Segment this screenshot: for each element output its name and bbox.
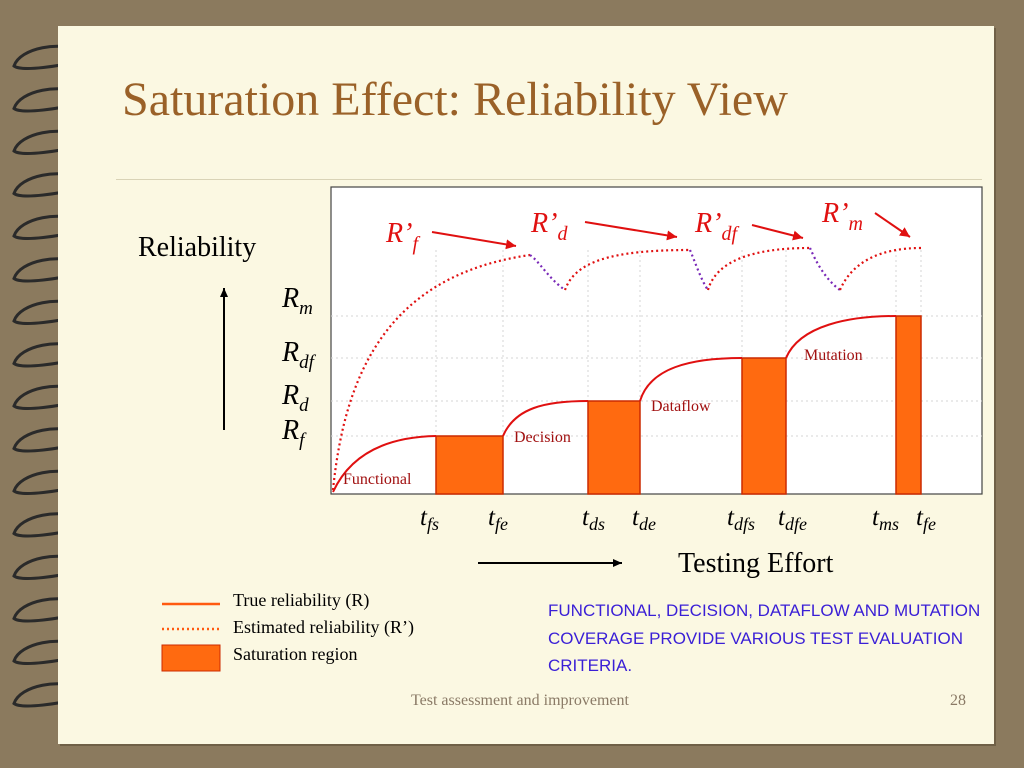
region-label-dataflow: Dataflow	[651, 398, 711, 415]
time-label: tms	[872, 504, 899, 534]
time-label: tfe	[488, 504, 508, 534]
time-label: tdfs	[727, 504, 755, 534]
estimate-arrow-m	[874, 212, 911, 238]
estimate-label-m: R’m	[821, 198, 863, 235]
estimate-arrow-df	[751, 224, 804, 241]
title-divider	[116, 179, 982, 180]
estimated-reliability-dip-2	[688, 249, 709, 291]
x-axis-label: Testing Effort	[678, 548, 834, 579]
page-number: 28	[950, 692, 966, 709]
estimate-label-f: R’f	[385, 218, 420, 255]
y-axis-label: Reliability	[138, 232, 257, 263]
saturation-region-functional	[435, 435, 504, 495]
estimated-reliability-dip-3	[808, 247, 841, 291]
estimated-reliability-decision	[563, 248, 691, 291]
level-label-rd: Rd	[281, 380, 309, 416]
true-reliability-mutation	[785, 315, 897, 359]
time-label: tds	[582, 504, 605, 534]
region-label-mutation: Mutation	[804, 347, 863, 364]
level-label-rf: Rf	[281, 415, 307, 451]
slide-title: Saturation Effect: Reliability View	[122, 73, 788, 126]
estimate-label-d: R’d	[530, 208, 568, 245]
saturation-region-dataflow	[741, 357, 787, 495]
legend-label-saturation: Saturation region	[233, 644, 358, 664]
criteria-note: FUNCTIONAL, DECISION, DATAFLOW AND MUTAT…	[548, 601, 981, 675]
saturation-region-decision	[587, 400, 641, 495]
true-reliability-decision	[502, 400, 589, 437]
time-label: tdfe	[778, 504, 807, 534]
true-reliability-functional	[332, 435, 437, 493]
region-label-functional: Functional	[343, 471, 412, 488]
time-labels: tfs tfe tds tde tdfs tdfe tms tfe	[420, 504, 936, 534]
level-label-rdf: Rdf	[281, 337, 317, 373]
estimated-reliability-functional	[331, 253, 531, 491]
true-reliability-dataflow	[639, 357, 743, 402]
estimate-arrow-f	[431, 231, 517, 250]
estimated-reliability-dataflow	[706, 246, 811, 291]
footer-text: Test assessment and improvement	[411, 692, 629, 709]
estimate-arrow-d	[584, 221, 678, 241]
legend-swatch-saturation	[161, 644, 221, 672]
legend-label-estimated: Estimated reliability (R’)	[233, 617, 414, 637]
time-label: tfs	[420, 504, 439, 534]
legend-label-true: True reliability (R)	[233, 590, 370, 610]
estimate-label-df: R’df	[694, 208, 739, 245]
region-label-decision: Decision	[514, 429, 571, 446]
level-label-rm: Rm	[281, 283, 313, 319]
time-label: tfe	[916, 504, 936, 534]
grid	[331, 250, 982, 494]
saturation-region-mutation	[895, 315, 922, 495]
estimated-reliability-dip-1	[529, 254, 566, 291]
time-label: tde	[632, 504, 656, 534]
